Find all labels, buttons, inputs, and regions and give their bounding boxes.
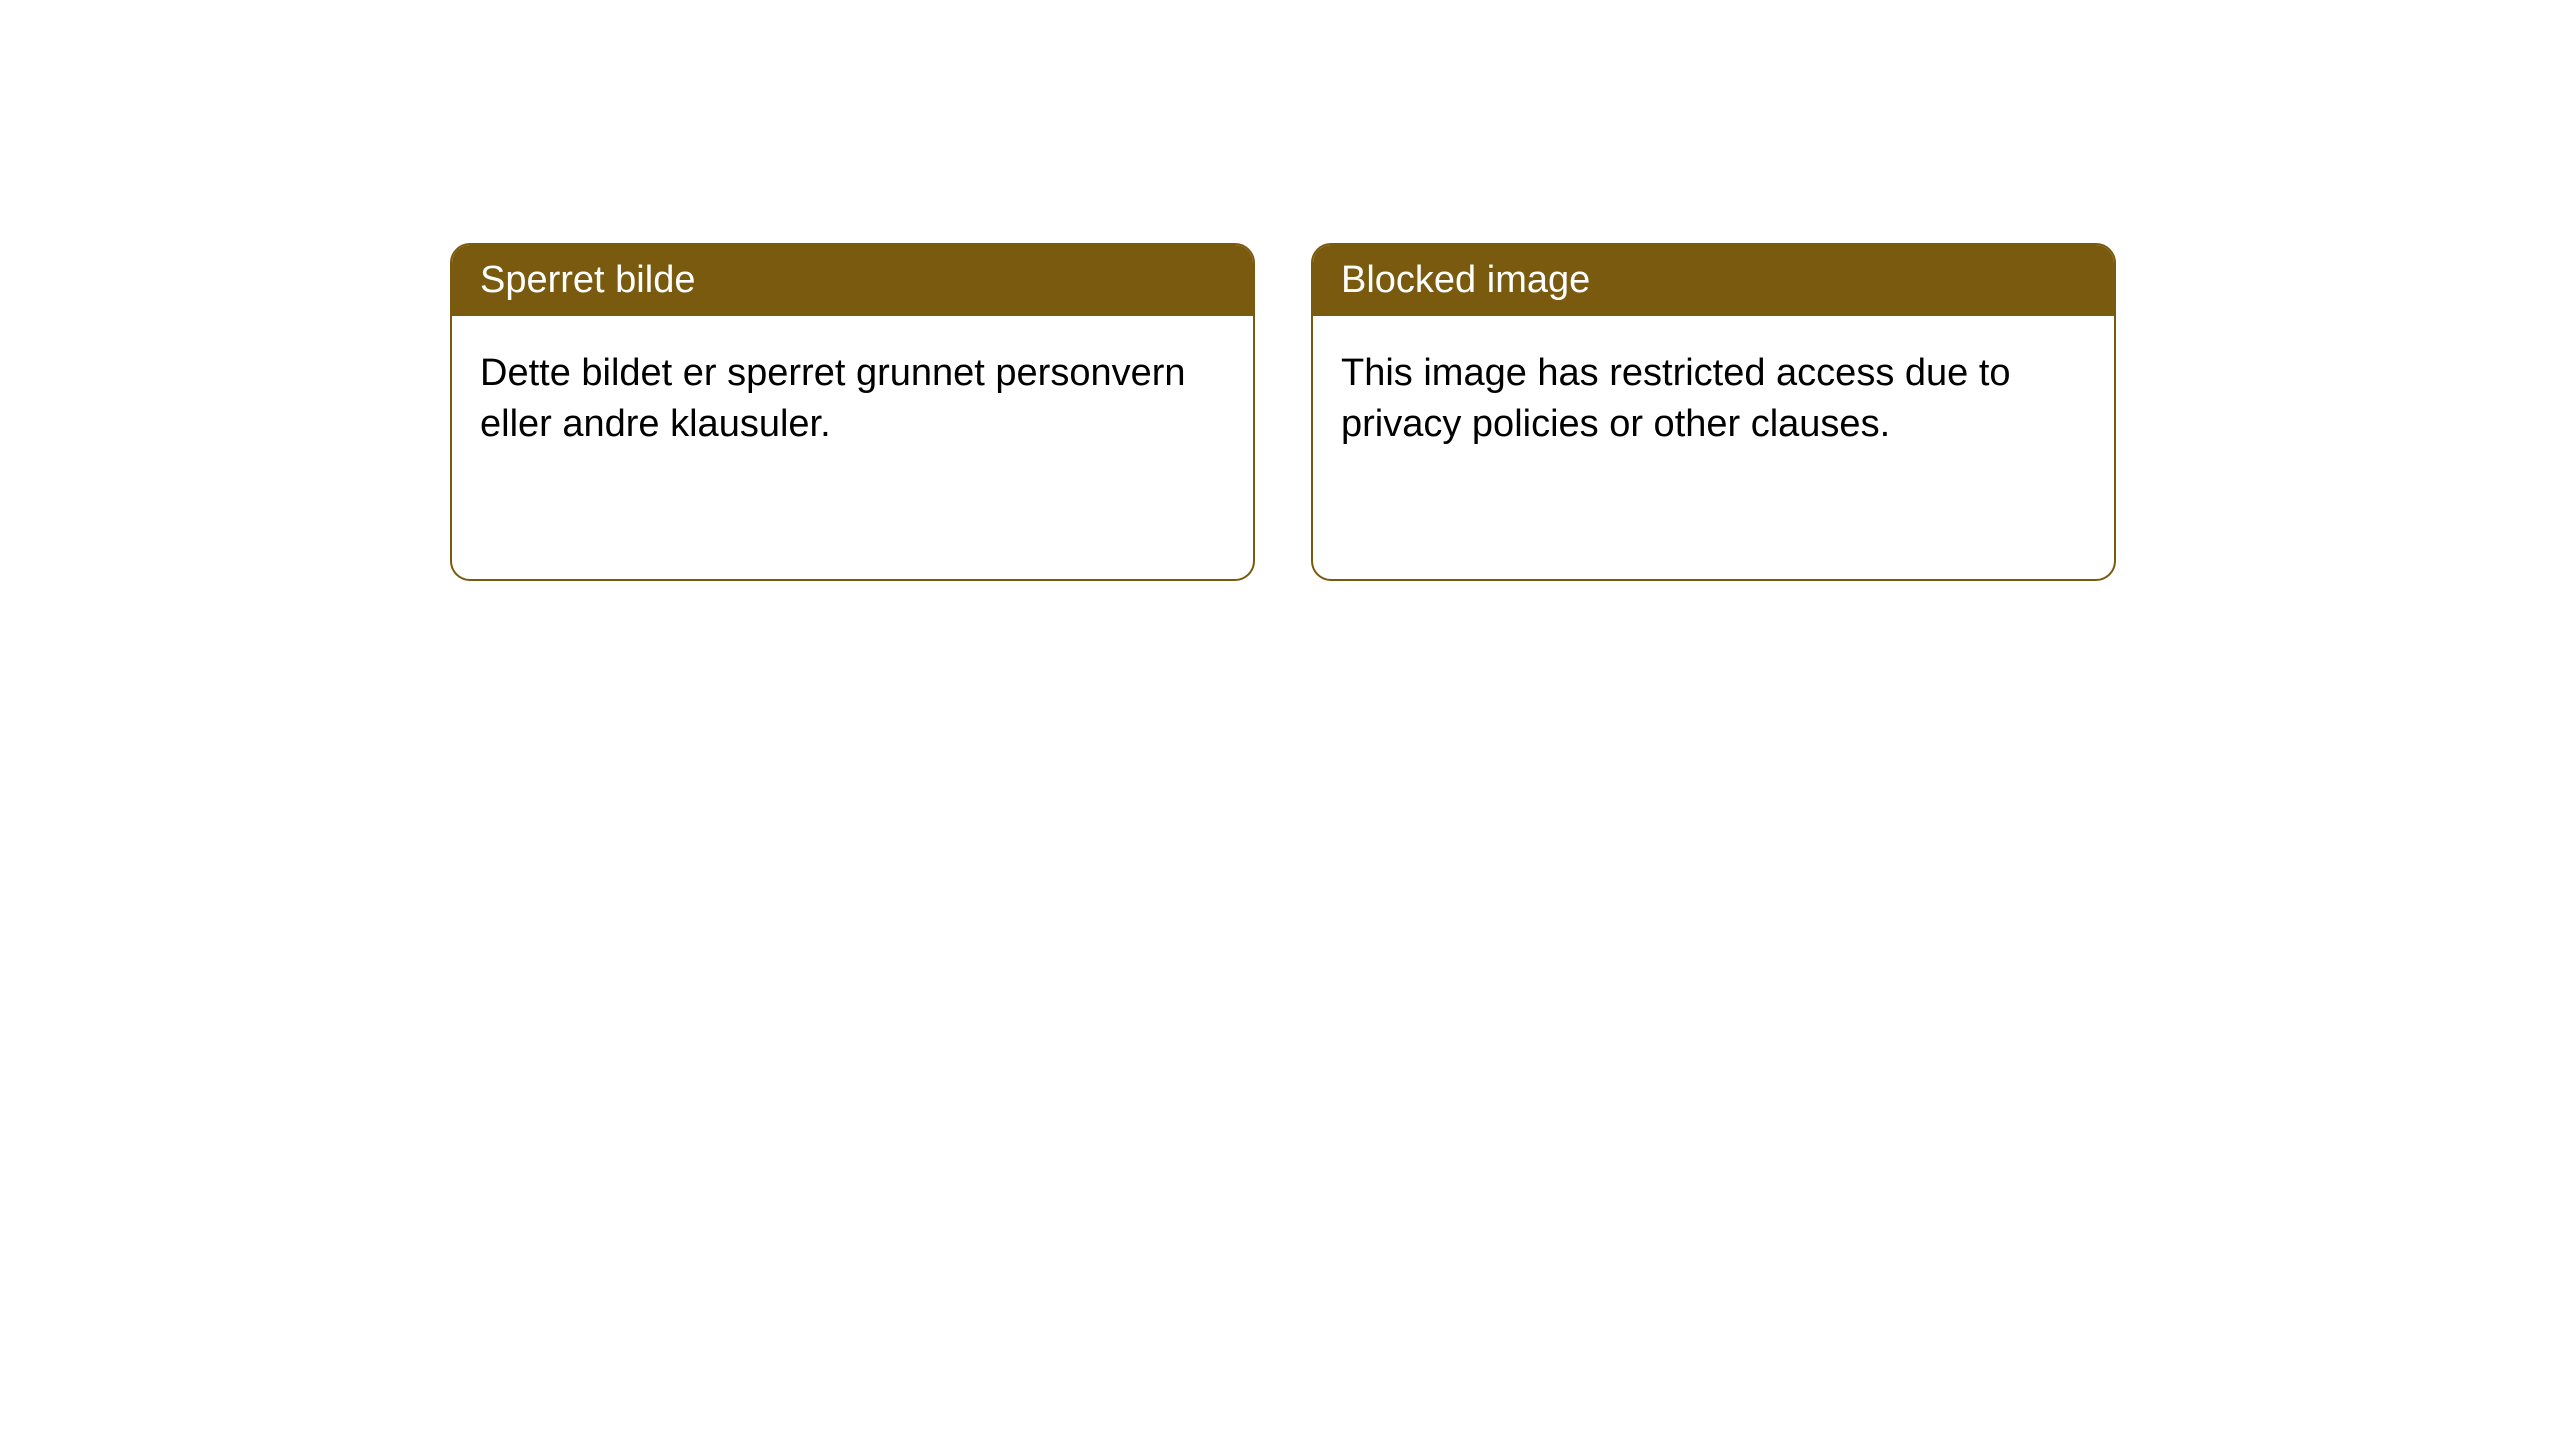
notice-card-english: Blocked image This image has restricted … [1311, 243, 2116, 581]
notice-card-norwegian: Sperret bilde Dette bildet er sperret gr… [450, 243, 1255, 581]
notice-title-norwegian: Sperret bilde [452, 245, 1253, 316]
notice-title-english: Blocked image [1313, 245, 2114, 316]
notice-body-english: This image has restricted access due to … [1313, 316, 2114, 483]
notice-container: Sperret bilde Dette bildet er sperret gr… [0, 0, 2560, 581]
notice-body-norwegian: Dette bildet er sperret grunnet personve… [452, 316, 1253, 483]
